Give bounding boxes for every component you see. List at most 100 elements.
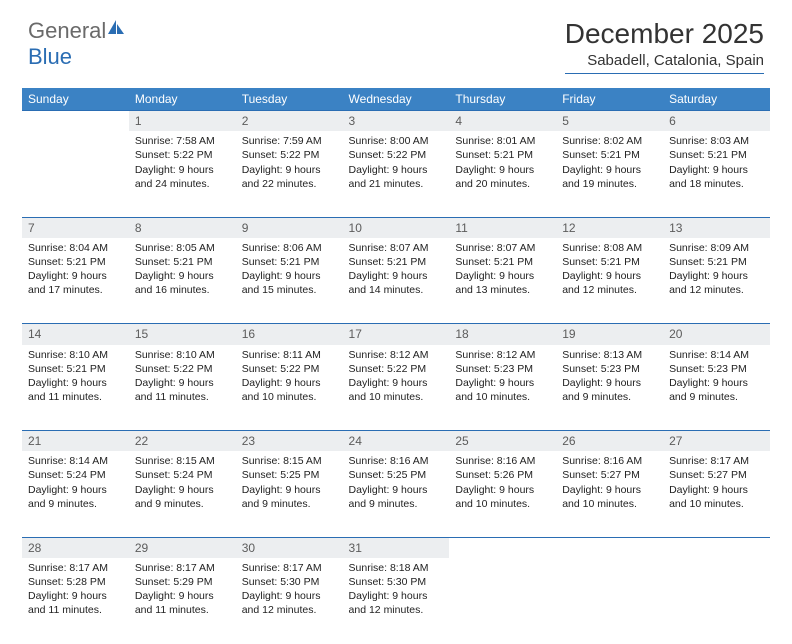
daylight-text: Daylight: 9 hours and 10 minutes.: [349, 376, 444, 404]
sunrise-text: Sunrise: 8:16 AM: [562, 454, 657, 468]
day-details-cell: Sunrise: 8:12 AMSunset: 5:23 PMDaylight:…: [449, 345, 556, 431]
day-number-cell: 9: [236, 217, 343, 238]
daylight-text: Daylight: 9 hours and 11 minutes.: [28, 589, 123, 617]
day-details-cell: Sunrise: 8:02 AMSunset: 5:21 PMDaylight:…: [556, 131, 663, 217]
sunrise-text: Sunrise: 8:01 AM: [455, 134, 550, 148]
logo: General Blue: [28, 18, 126, 70]
day-number-cell: 18: [449, 324, 556, 345]
day-number-cell: 1: [129, 111, 236, 132]
day-details-row: Sunrise: 7:58 AMSunset: 5:22 PMDaylight:…: [22, 131, 770, 217]
day-details-cell: Sunrise: 8:00 AMSunset: 5:22 PMDaylight:…: [343, 131, 450, 217]
sunset-text: Sunset: 5:29 PM: [135, 575, 230, 589]
day-number-row: 78910111213: [22, 217, 770, 238]
day-details-cell: Sunrise: 8:01 AMSunset: 5:21 PMDaylight:…: [449, 131, 556, 217]
sunrise-text: Sunrise: 8:10 AM: [28, 348, 123, 362]
day-details-cell: Sunrise: 8:14 AMSunset: 5:23 PMDaylight:…: [663, 345, 770, 431]
day-number-cell: 29: [129, 537, 236, 558]
daylight-text: Daylight: 9 hours and 9 minutes.: [242, 483, 337, 511]
weekday-friday: Friday: [556, 88, 663, 111]
day-number-cell: 4: [449, 111, 556, 132]
day-number-cell: 6: [663, 111, 770, 132]
day-number-cell: [22, 111, 129, 132]
day-number-cell: 30: [236, 537, 343, 558]
sunset-text: Sunset: 5:21 PM: [669, 148, 764, 162]
weekday-monday: Monday: [129, 88, 236, 111]
sunset-text: Sunset: 5:25 PM: [349, 468, 444, 482]
day-number-cell: [556, 537, 663, 558]
sunset-text: Sunset: 5:27 PM: [562, 468, 657, 482]
day-number-cell: [663, 537, 770, 558]
daylight-text: Daylight: 9 hours and 19 minutes.: [562, 163, 657, 191]
sunrise-text: Sunrise: 8:15 AM: [242, 454, 337, 468]
title-block: December 2025 Sabadell, Catalonia, Spain: [565, 18, 764, 74]
day-number-cell: 28: [22, 537, 129, 558]
daylight-text: Daylight: 9 hours and 12 minutes.: [562, 269, 657, 297]
logo-text-1: General: [28, 18, 106, 43]
daylight-text: Daylight: 9 hours and 17 minutes.: [28, 269, 123, 297]
sunrise-text: Sunrise: 8:10 AM: [135, 348, 230, 362]
sunrise-text: Sunrise: 8:04 AM: [28, 241, 123, 255]
day-number-cell: 14: [22, 324, 129, 345]
daylight-text: Daylight: 9 hours and 10 minutes.: [562, 483, 657, 511]
sunrise-text: Sunrise: 8:14 AM: [669, 348, 764, 362]
day-details-cell: Sunrise: 8:17 AMSunset: 5:27 PMDaylight:…: [663, 451, 770, 537]
day-details-row: Sunrise: 8:14 AMSunset: 5:24 PMDaylight:…: [22, 451, 770, 537]
sunset-text: Sunset: 5:23 PM: [669, 362, 764, 376]
sunrise-text: Sunrise: 8:03 AM: [669, 134, 764, 148]
day-details-cell: Sunrise: 8:16 AMSunset: 5:27 PMDaylight:…: [556, 451, 663, 537]
weekday-tuesday: Tuesday: [236, 88, 343, 111]
sunset-text: Sunset: 5:21 PM: [562, 148, 657, 162]
logo-text: General Blue: [28, 18, 126, 70]
day-number-cell: 21: [22, 431, 129, 452]
day-details-cell: Sunrise: 8:07 AMSunset: 5:21 PMDaylight:…: [449, 238, 556, 324]
sunset-text: Sunset: 5:24 PM: [28, 468, 123, 482]
daylight-text: Daylight: 9 hours and 11 minutes.: [135, 376, 230, 404]
daylight-text: Daylight: 9 hours and 9 minutes.: [28, 483, 123, 511]
day-number-cell: 26: [556, 431, 663, 452]
sunset-text: Sunset: 5:21 PM: [669, 255, 764, 269]
sunrise-text: Sunrise: 8:17 AM: [135, 561, 230, 575]
sunrise-text: Sunrise: 8:02 AM: [562, 134, 657, 148]
day-number-cell: 16: [236, 324, 343, 345]
day-details-cell: Sunrise: 8:08 AMSunset: 5:21 PMDaylight:…: [556, 238, 663, 324]
day-details-cell: [556, 558, 663, 644]
day-number-cell: 19: [556, 324, 663, 345]
sunset-text: Sunset: 5:24 PM: [135, 468, 230, 482]
sunset-text: Sunset: 5:25 PM: [242, 468, 337, 482]
sunset-text: Sunset: 5:22 PM: [349, 362, 444, 376]
day-details-cell: Sunrise: 8:05 AMSunset: 5:21 PMDaylight:…: [129, 238, 236, 324]
sunset-text: Sunset: 5:26 PM: [455, 468, 550, 482]
weekday-saturday: Saturday: [663, 88, 770, 111]
sunset-text: Sunset: 5:21 PM: [349, 255, 444, 269]
sunset-text: Sunset: 5:30 PM: [349, 575, 444, 589]
sunset-text: Sunset: 5:22 PM: [349, 148, 444, 162]
sunrise-text: Sunrise: 7:58 AM: [135, 134, 230, 148]
day-number-cell: 2: [236, 111, 343, 132]
day-details-cell: Sunrise: 8:16 AMSunset: 5:25 PMDaylight:…: [343, 451, 450, 537]
day-details-cell: Sunrise: 8:10 AMSunset: 5:21 PMDaylight:…: [22, 345, 129, 431]
day-details-cell: Sunrise: 8:03 AMSunset: 5:21 PMDaylight:…: [663, 131, 770, 217]
daylight-text: Daylight: 9 hours and 16 minutes.: [135, 269, 230, 297]
daylight-text: Daylight: 9 hours and 14 minutes.: [349, 269, 444, 297]
day-number-cell: 25: [449, 431, 556, 452]
sunrise-text: Sunrise: 8:12 AM: [455, 348, 550, 362]
day-details-row: Sunrise: 8:04 AMSunset: 5:21 PMDaylight:…: [22, 238, 770, 324]
daylight-text: Daylight: 9 hours and 10 minutes.: [455, 376, 550, 404]
daylight-text: Daylight: 9 hours and 21 minutes.: [349, 163, 444, 191]
calendar-table: Sunday Monday Tuesday Wednesday Thursday…: [22, 88, 770, 644]
day-details-cell: Sunrise: 8:10 AMSunset: 5:22 PMDaylight:…: [129, 345, 236, 431]
sunset-text: Sunset: 5:22 PM: [242, 148, 337, 162]
daylight-text: Daylight: 9 hours and 9 minutes.: [562, 376, 657, 404]
daylight-text: Daylight: 9 hours and 20 minutes.: [455, 163, 550, 191]
sunset-text: Sunset: 5:22 PM: [242, 362, 337, 376]
daylight-text: Daylight: 9 hours and 13 minutes.: [455, 269, 550, 297]
day-number-cell: 27: [663, 431, 770, 452]
daylight-text: Daylight: 9 hours and 22 minutes.: [242, 163, 337, 191]
sunset-text: Sunset: 5:21 PM: [562, 255, 657, 269]
sunrise-text: Sunrise: 8:11 AM: [242, 348, 337, 362]
day-details-cell: Sunrise: 8:15 AMSunset: 5:24 PMDaylight:…: [129, 451, 236, 537]
daylight-text: Daylight: 9 hours and 12 minutes.: [349, 589, 444, 617]
day-number-cell: 8: [129, 217, 236, 238]
daylight-text: Daylight: 9 hours and 9 minutes.: [669, 376, 764, 404]
sunrise-text: Sunrise: 8:09 AM: [669, 241, 764, 255]
